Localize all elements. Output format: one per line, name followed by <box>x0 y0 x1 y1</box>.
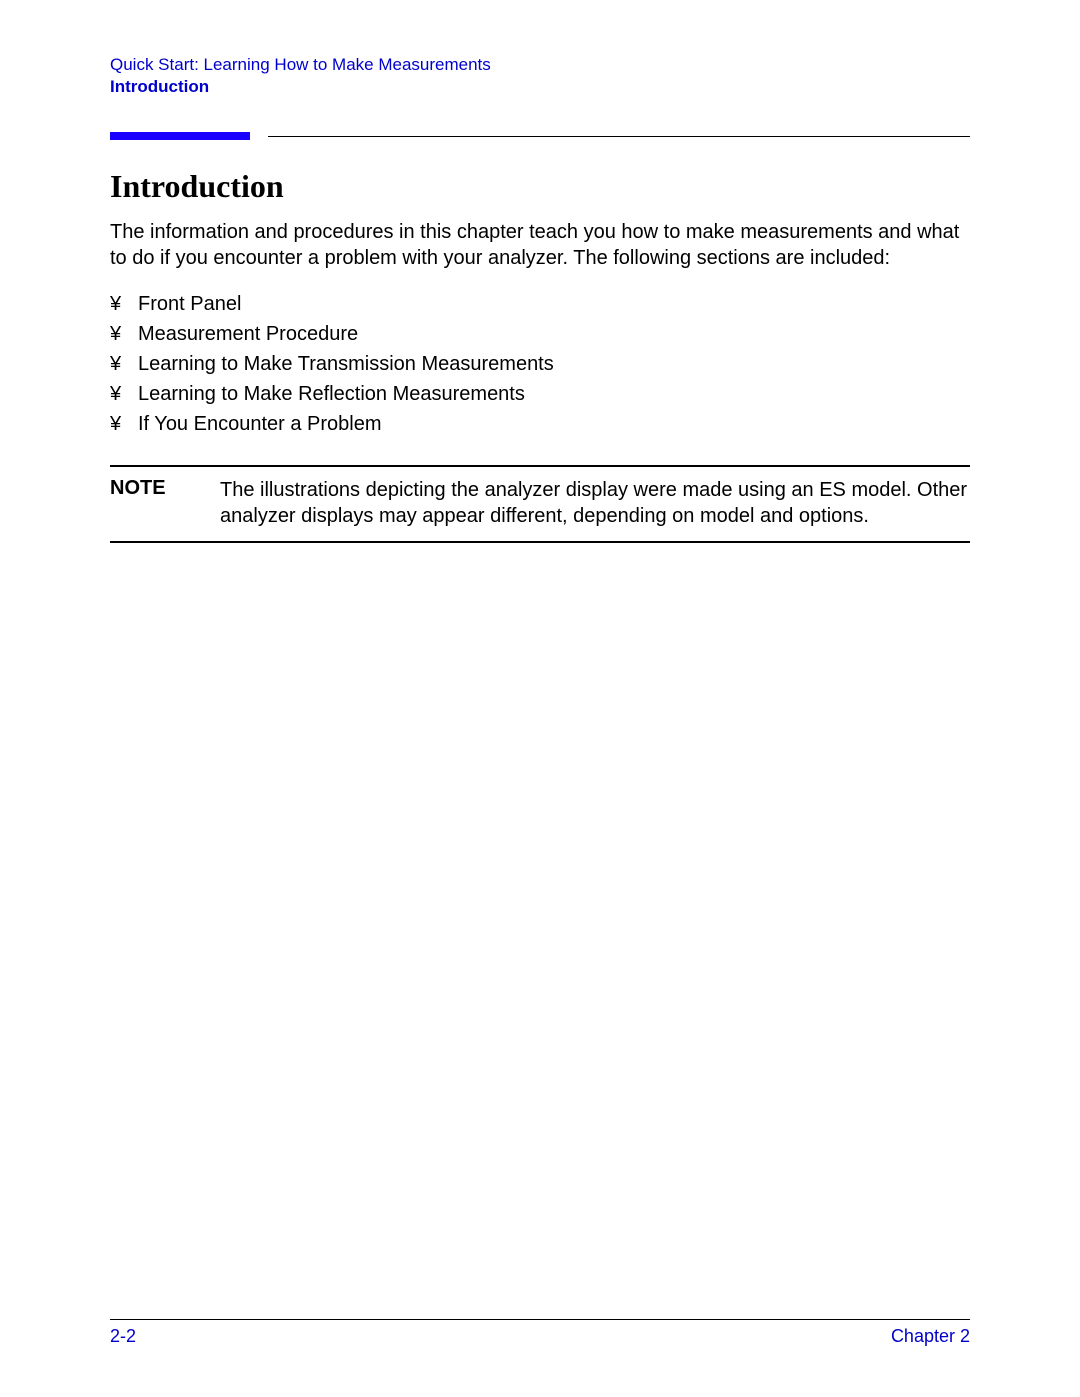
header-section-title: Introduction <box>110 77 970 97</box>
intro-paragraph: The information and procedures in this c… <box>110 219 970 271</box>
note-label: NOTE <box>110 477 220 529</box>
bullet-list: ¥ Front Panel ¥ Measurement Procedure ¥ … <box>110 289 970 439</box>
bullet-marker-icon: ¥ <box>110 319 138 349</box>
list-item: ¥ Front Panel <box>110 289 970 319</box>
list-item-text: If You Encounter a Problem <box>138 409 382 439</box>
note-body-text: The illustrations depicting the analyzer… <box>220 477 970 529</box>
list-item-text: Learning to Make Transmission Measuremen… <box>138 349 554 379</box>
page-title: Introduction <box>110 168 970 205</box>
document-page: Quick Start: Learning How to Make Measur… <box>0 0 1080 543</box>
list-item: ¥ Learning to Make Transmission Measurem… <box>110 349 970 379</box>
bullet-marker-icon: ¥ <box>110 289 138 319</box>
list-item-text: Front Panel <box>138 289 241 319</box>
note-callout: NOTE The illustrations depicting the ana… <box>110 465 970 543</box>
list-item: ¥ Measurement Procedure <box>110 319 970 349</box>
bullet-marker-icon: ¥ <box>110 379 138 409</box>
list-item-text: Measurement Procedure <box>138 319 358 349</box>
section-rule <box>110 132 970 140</box>
list-item-text: Learning to Make Reﬂection Measurements <box>138 379 525 409</box>
footer-page-number: 2-2 <box>110 1326 136 1347</box>
list-item: ¥ If You Encounter a Problem <box>110 409 970 439</box>
blue-accent-bar <box>110 132 250 140</box>
list-item: ¥ Learning to Make Reﬂection Measurement… <box>110 379 970 409</box>
header-breadcrumb: Quick Start: Learning How to Make Measur… <box>110 55 970 75</box>
bullet-marker-icon: ¥ <box>110 349 138 379</box>
footer-chapter-label: Chapter 2 <box>891 1326 970 1347</box>
horizontal-rule <box>268 136 970 137</box>
page-footer: 2-2 Chapter 2 <box>110 1319 970 1347</box>
bullet-marker-icon: ¥ <box>110 409 138 439</box>
